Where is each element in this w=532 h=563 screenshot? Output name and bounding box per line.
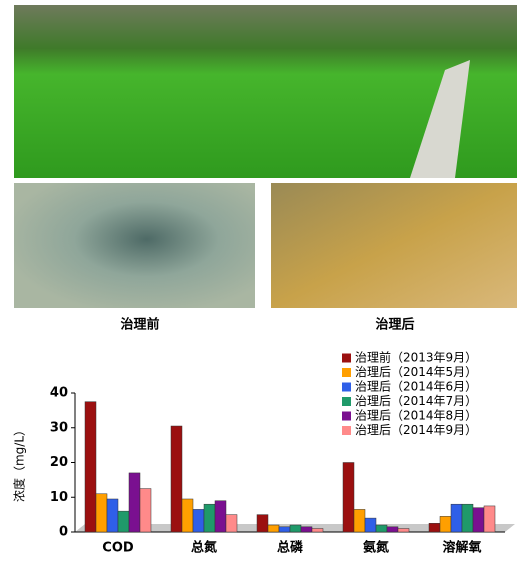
- bar: [225, 514, 238, 533]
- bar: [342, 462, 355, 533]
- y-tick-label: 40: [50, 386, 68, 401]
- legend-swatch: [342, 426, 351, 435]
- x-tick-label: 总磷: [277, 540, 304, 556]
- bar: [364, 517, 377, 533]
- bar: [289, 524, 302, 533]
- bar: [170, 425, 183, 533]
- bar: [397, 528, 410, 533]
- legend-label: 治理后（2014年5月）: [355, 365, 477, 379]
- legend-label: 治理后（2014年9月）: [355, 423, 477, 437]
- y-tick-label: 30: [50, 420, 68, 435]
- bar: [278, 526, 291, 533]
- bar: [300, 526, 313, 533]
- legend-label: 治理后（2014年6月）: [355, 380, 477, 394]
- x-tick-label: 氨氮: [362, 540, 389, 556]
- bar: [428, 523, 441, 533]
- bar: [472, 507, 485, 533]
- caption: 治理后: [375, 317, 414, 333]
- legend-label: 治理前（2013年9月）: [355, 350, 477, 365]
- bar: [95, 493, 108, 533]
- bar: [214, 500, 227, 533]
- y-tick-label: 0: [59, 525, 68, 540]
- photo-after: [271, 183, 517, 308]
- legend-swatch: [342, 353, 351, 363]
- bar: [375, 524, 388, 533]
- bar: [439, 516, 452, 533]
- legend-swatch: [342, 382, 351, 392]
- bar: [106, 498, 119, 533]
- y-tick-label: 10: [50, 490, 68, 505]
- y-tick-label: 20: [50, 455, 68, 470]
- bar: [181, 498, 194, 533]
- caption: 治理前: [120, 317, 159, 333]
- bar: [117, 510, 130, 533]
- photo-before: [14, 183, 255, 308]
- bar: [450, 503, 463, 533]
- bar: [353, 509, 366, 533]
- bar: [128, 472, 141, 533]
- bar: [386, 526, 399, 533]
- legend-label: 治理后（2014年7月）: [355, 394, 477, 408]
- bar: [461, 503, 474, 533]
- legend-label: 治理后（2014年8月）: [355, 409, 477, 423]
- legend-swatch: [342, 368, 351, 377]
- legend-swatch: [342, 397, 351, 406]
- bar: [311, 528, 324, 533]
- x-tick-label: 总氮: [191, 540, 217, 556]
- bar: [192, 509, 205, 533]
- bar: [203, 503, 216, 533]
- bar: [483, 505, 496, 533]
- bar: [267, 524, 280, 533]
- legend-swatch: [342, 411, 351, 421]
- bar: [139, 488, 152, 533]
- photo-bank: [410, 60, 470, 178]
- bar: [256, 514, 269, 533]
- bar: [84, 401, 97, 533]
- y-axis-label: 浓度（mg/L）: [12, 424, 27, 502]
- x-tick-label: 溶解氧: [442, 540, 481, 556]
- x-tick-label: COD: [102, 541, 134, 556]
